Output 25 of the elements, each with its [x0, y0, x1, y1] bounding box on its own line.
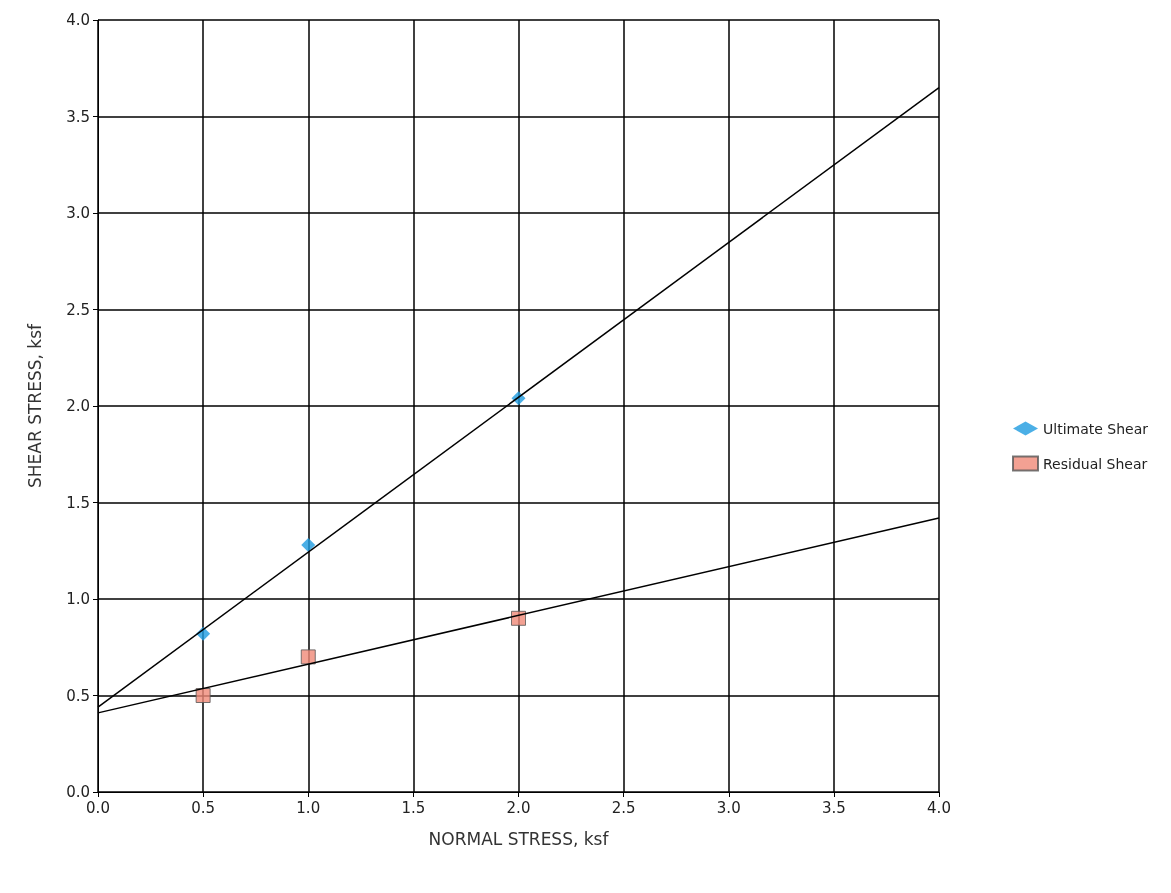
x-axis-title: NORMAL STRESS, ksf: [428, 828, 610, 849]
x-tick-label: 2.0: [506, 798, 531, 817]
y-tick-label: 3.0: [66, 204, 90, 222]
y-tick-label: 1.5: [66, 493, 90, 512]
x-tick-label: 2.5: [611, 798, 636, 817]
x-tick-label: 1.5: [401, 798, 426, 817]
x-tick-label: 0.5: [191, 798, 216, 817]
legend-label: Residual Shear: [1043, 455, 1148, 472]
x-tick-label: 3.5: [821, 798, 846, 817]
y-axis-title: SHEAR STRESS, ksf: [24, 323, 45, 488]
y-tick-label: 4.0: [66, 11, 90, 29]
x-tick-label: 0.0: [86, 798, 110, 817]
x-tick-label: 3.0: [716, 798, 741, 817]
y-tick-label: 0.0: [66, 783, 90, 801]
point: [301, 537, 316, 552]
x-tick-label: 4.0: [927, 798, 951, 817]
y-tick-label: 2.0: [66, 397, 90, 415]
legend-label: Ultimate Shear: [1043, 420, 1149, 437]
point: [195, 688, 211, 703]
y-tick-label: 1.0: [66, 590, 90, 608]
point: [300, 649, 316, 665]
y-tick-label: 2.5: [66, 300, 90, 319]
x-tick-label: 1.0: [296, 798, 321, 817]
y-tick-label: 0.5: [66, 686, 90, 705]
y-tick-label: 3.5: [66, 107, 90, 126]
